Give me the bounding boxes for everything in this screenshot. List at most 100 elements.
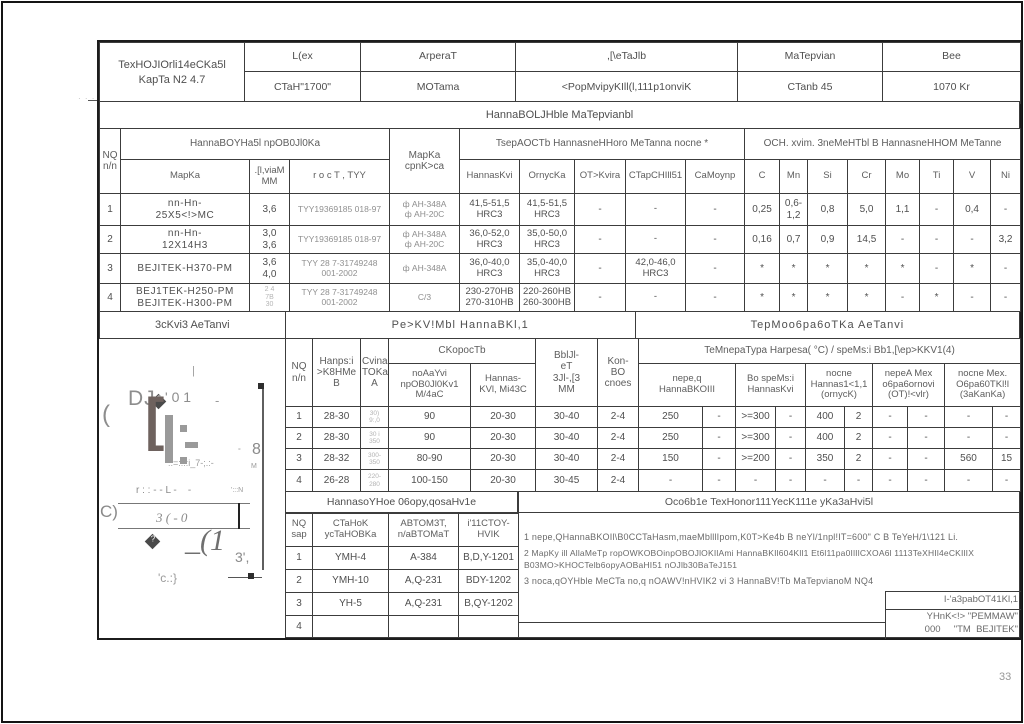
table-cell: - — [775, 469, 806, 492]
sketch-artifact — [185, 442, 198, 448]
header-value-agregat: MOTama — [360, 71, 516, 104]
col-automat: ABTOM3T, n/aBTOMaT — [388, 513, 459, 547]
col-after-machining: nocne Mex. O6pa60TKl!l (3aKanKa) — [943, 363, 1022, 407]
table-cell: - — [907, 427, 945, 449]
table-cell: 4 — [285, 469, 313, 492]
table-cell: TYY 28 7-31749248 001-2002 — [289, 283, 390, 312]
header-label-agregat: ArperaT — [360, 42, 516, 72]
table-cell: - — [907, 448, 945, 470]
header-value-material: CTanb 45 — [737, 71, 883, 104]
col-number: NQ n/n — [99, 128, 121, 194]
table-cell: 30-45 — [535, 469, 598, 492]
sketch-fragment: ':::N — [231, 487, 244, 494]
table-cell: 90 — [388, 406, 471, 428]
table-row: 4 BEJ1TEK-H250-PM BEJITEK-H300-PM 2 4 7B 3… — [99, 283, 1022, 312]
note-3: 3 noca,qOYHble MeCTa no,q nOAWV!nHVIK2 v… — [524, 576, 874, 586]
header-value-ves: 1070 Kr — [882, 71, 1021, 104]
table-cell: 2-4 — [597, 406, 639, 428]
table-cell: - — [702, 469, 736, 492]
table-cell: 0,25 — [744, 193, 781, 226]
table-cell: 3 — [285, 448, 313, 470]
table-row: 2 nn-Hn- 12X14H3 3,0 3,6 TYY19369185 018-97… — [99, 225, 1022, 254]
header-label-ceh: L(ex — [244, 42, 361, 72]
sketch-fragment: DJ — [128, 387, 156, 410]
table-cell: 1 — [285, 546, 313, 570]
table-cell: - — [574, 225, 626, 254]
table-cell: - — [574, 283, 626, 312]
table-cell: - — [574, 193, 626, 226]
table-cell: 250 — [638, 406, 703, 428]
table-cell: 2-4 — [597, 469, 639, 492]
sketch-artifact — [165, 415, 173, 463]
table-row: 4 — [285, 615, 519, 638]
table-cell: - — [991, 427, 1022, 449]
col-chem-cr: Cr — [847, 159, 887, 194]
table-cell: 220- 280 — [360, 469, 389, 492]
table-cell: - — [872, 469, 908, 492]
sketch-artifact — [180, 425, 187, 432]
table-cell: * — [807, 253, 849, 284]
table-cell: 3 — [285, 592, 313, 616]
table-cell: * — [807, 283, 849, 312]
col-hard-self: CaMoynp — [684, 159, 746, 194]
col-hard-annealing: OT>Kvira — [574, 159, 626, 194]
table-cell: 2 — [285, 569, 313, 593]
table-row: 1 nn-Hn- 25X5<!>MC 3,6 TYY19369185 018-97 ф … — [99, 193, 1022, 226]
col-chem-v: V — [953, 159, 992, 194]
table-cell: - — [907, 406, 945, 428]
sketch-line — [118, 503, 250, 504]
table-cell: 41,5-51,5 HRC3 — [459, 193, 520, 226]
col-surfacing-speed: Hannas- KVl, Mi43C — [470, 363, 536, 407]
table-cell: - — [953, 225, 992, 254]
table-cell: BEJ1TEK-H250-PM BEJITEK-H300-PM — [120, 283, 250, 312]
table-cell: 30-40 — [535, 448, 598, 470]
table-cell: 28-30 — [312, 427, 361, 449]
col-voltage: Hanps:i >K8HMe B — [312, 338, 361, 407]
card-title: TexHOJIOrli14eCKa5l KapTa N2 4.7 — [99, 42, 245, 104]
band-sketch: 3cKvi3 AeTanvi — [100, 312, 286, 338]
table-cell: 1,1 — [885, 193, 921, 226]
table-cell: - — [574, 253, 626, 284]
table-cell: 30-40 — [535, 427, 598, 449]
table-cell: ф AH-348A ф AH-20C — [389, 193, 460, 226]
header-value-ceh: CTaH"1700" — [244, 71, 361, 104]
table-cell: - — [684, 193, 746, 226]
col-chem-c: C — [744, 159, 781, 194]
sketch-fragment: ( — [102, 401, 110, 428]
col-gost: r o c T , TYY — [289, 159, 390, 194]
table-cell: - — [907, 469, 945, 492]
sketch-fragment: ::=::::i_7-;.:- — [168, 458, 214, 468]
table-cell: - — [991, 406, 1022, 428]
table-row: NQ n/n Hanps:i >K8HMe B Cvina TOKa. A CK… — [285, 338, 1022, 407]
table-row: 1 28-30 30) 9:,0 90 20-30 30-40 2-4 250- >=300-4… — [285, 406, 1022, 428]
section-bands: 3cKvi3 AeTanvi Pe>KV!Mbl HannaBKl,1 TepM… — [99, 311, 1020, 339]
table-cell: B,QY-1202 — [458, 592, 519, 616]
table-cell: 26-28 — [312, 469, 361, 492]
table-row: TexHOJIOrli14eCKa5l KapTa N2 4.7 L(ex Ar… — [99, 42, 1021, 104]
col-chem-si: Si — [807, 159, 849, 194]
table-cell: * — [744, 253, 781, 284]
materials-rows: 1 nn-Hn- 25X5<!>MC 3,6 TYY19369185 018-97 ф … — [99, 193, 1022, 312]
table-cell: 36,0-52,0 HRC3 — [459, 225, 520, 254]
equipment-table: NQ sap CTaHoK ycTaHOBKa ABTOM3T, n/aBTOM… — [285, 513, 519, 638]
header-label-ves: Bee — [882, 42, 1021, 72]
table-cell: 2 — [844, 427, 873, 449]
table-row: 4 26-28 220- 280 100-150 20-30 30-45 2-4- - - - - -… — [285, 469, 1022, 492]
table-cell: B,D,Y-1201 — [458, 546, 519, 570]
table-cell: * — [779, 283, 809, 312]
table-cell: 4 — [99, 283, 121, 312]
table-cell: - — [702, 448, 736, 470]
table-cell: - — [953, 283, 992, 312]
table-cell: 0,6- 1,2 — [779, 193, 809, 226]
table-cell: - — [944, 427, 993, 449]
col-chem-mn: Mn — [779, 159, 809, 194]
sketch-fragment: C) — [100, 502, 118, 521]
table-cell: 1 — [99, 193, 121, 226]
col-group-chemistry: OCH. xvim. 3neMeHTbl B HannasneHHOM MeTa… — [744, 128, 1022, 160]
table-cell: YMH-4 — [312, 546, 389, 570]
table-cell: * — [847, 283, 887, 312]
table-cell: 0,9 — [807, 225, 849, 254]
table-cell: - — [919, 253, 955, 284]
table-cell: 30 i 350 — [360, 427, 389, 449]
